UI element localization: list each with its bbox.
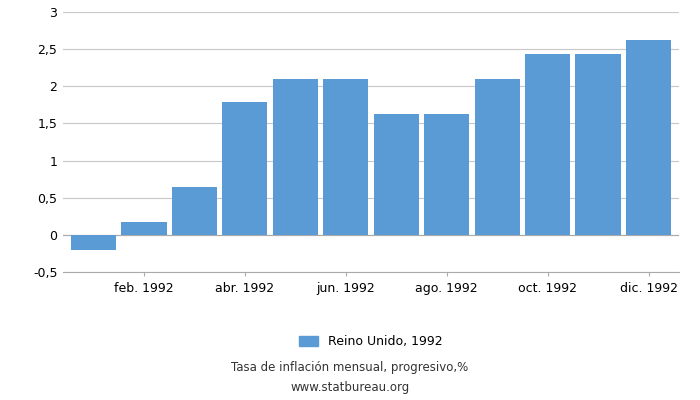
Legend: Reino Unido, 1992: Reino Unido, 1992 (300, 336, 442, 348)
Text: www.statbureau.org: www.statbureau.org (290, 382, 410, 394)
Bar (475, 79, 520, 235)
Text: Tasa de inflación mensual, progresivo,%: Tasa de inflación mensual, progresivo,% (232, 362, 468, 374)
Bar (424, 114, 470, 235)
Bar (374, 114, 419, 235)
Bar (525, 54, 570, 235)
Bar (121, 222, 167, 235)
Bar (172, 186, 217, 235)
Bar (575, 54, 621, 235)
Bar (272, 79, 318, 235)
Bar (626, 40, 671, 235)
Bar (222, 102, 267, 235)
Bar (71, 235, 116, 250)
Bar (323, 79, 368, 235)
